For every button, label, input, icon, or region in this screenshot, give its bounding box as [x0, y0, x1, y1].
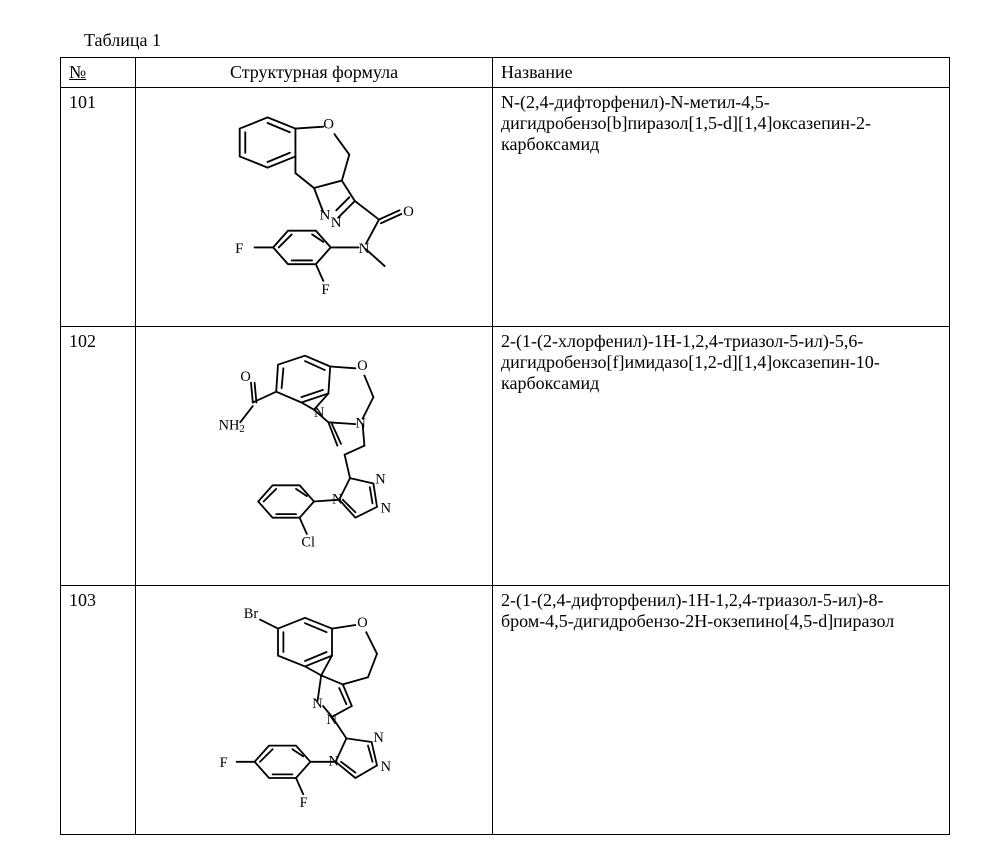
compound-table: № Структурная формула Название 101 — [60, 57, 950, 835]
header-name: Название — [493, 58, 950, 88]
cell-num: 102 — [61, 327, 136, 586]
structure-101: O N N N O F F — [144, 92, 484, 322]
svg-text:O: O — [357, 614, 367, 630]
svg-text:N: N — [327, 712, 338, 728]
structure-103: Br O N N N N N F F — [144, 590, 484, 830]
header-struct: Структурная формула — [136, 58, 493, 88]
table-row: 102 — [61, 327, 950, 586]
cell-struct: O N N N O F F — [136, 88, 493, 327]
cell-num: 101 — [61, 88, 136, 327]
svg-text:N: N — [314, 404, 325, 420]
cell-struct: Br O N N N N N F F — [136, 586, 493, 835]
svg-text:N: N — [320, 207, 331, 223]
table-caption: Таблица 1 — [84, 30, 959, 51]
svg-text:F: F — [300, 794, 308, 810]
svg-text:Br: Br — [244, 605, 259, 621]
svg-text:N: N — [331, 215, 342, 231]
cell-struct: O O NH2 N N N N N Cl — [136, 327, 493, 586]
svg-text:F: F — [321, 281, 329, 297]
svg-text:N: N — [375, 471, 386, 487]
svg-text:F: F — [220, 755, 228, 771]
svg-text:N: N — [373, 730, 384, 746]
svg-text:N: N — [328, 753, 339, 769]
svg-text:Cl: Cl — [301, 534, 315, 550]
structure-102: O O NH2 N N N N N Cl — [144, 331, 484, 581]
svg-text:N: N — [381, 500, 392, 516]
table-row: 103 — [61, 586, 950, 835]
svg-text:O: O — [357, 358, 367, 374]
cell-num: 103 — [61, 586, 136, 835]
cell-name: 2-(1-(2-хлорфенил)-1H-1,2,4-триазол-5-ил… — [493, 327, 950, 586]
svg-text:N: N — [332, 491, 343, 507]
svg-text:N: N — [381, 758, 392, 774]
svg-text:N: N — [355, 415, 366, 431]
cell-name: 2-(1-(2,4-дифторфенил)-1H-1,2,4-триазол-… — [493, 586, 950, 835]
svg-text:N: N — [312, 695, 323, 711]
header-num: № — [61, 58, 136, 88]
svg-text:N: N — [359, 241, 370, 257]
cell-name: N-(2,4-дифторфенил)-N-метил-4,5-дигидроб… — [493, 88, 950, 327]
table-row: 101 — [61, 88, 950, 327]
svg-text:O: O — [403, 203, 414, 219]
svg-text:F: F — [235, 241, 243, 257]
svg-text:O: O — [240, 368, 250, 384]
table-header-row: № Структурная формула Название — [61, 58, 950, 88]
svg-text:O: O — [323, 116, 334, 132]
